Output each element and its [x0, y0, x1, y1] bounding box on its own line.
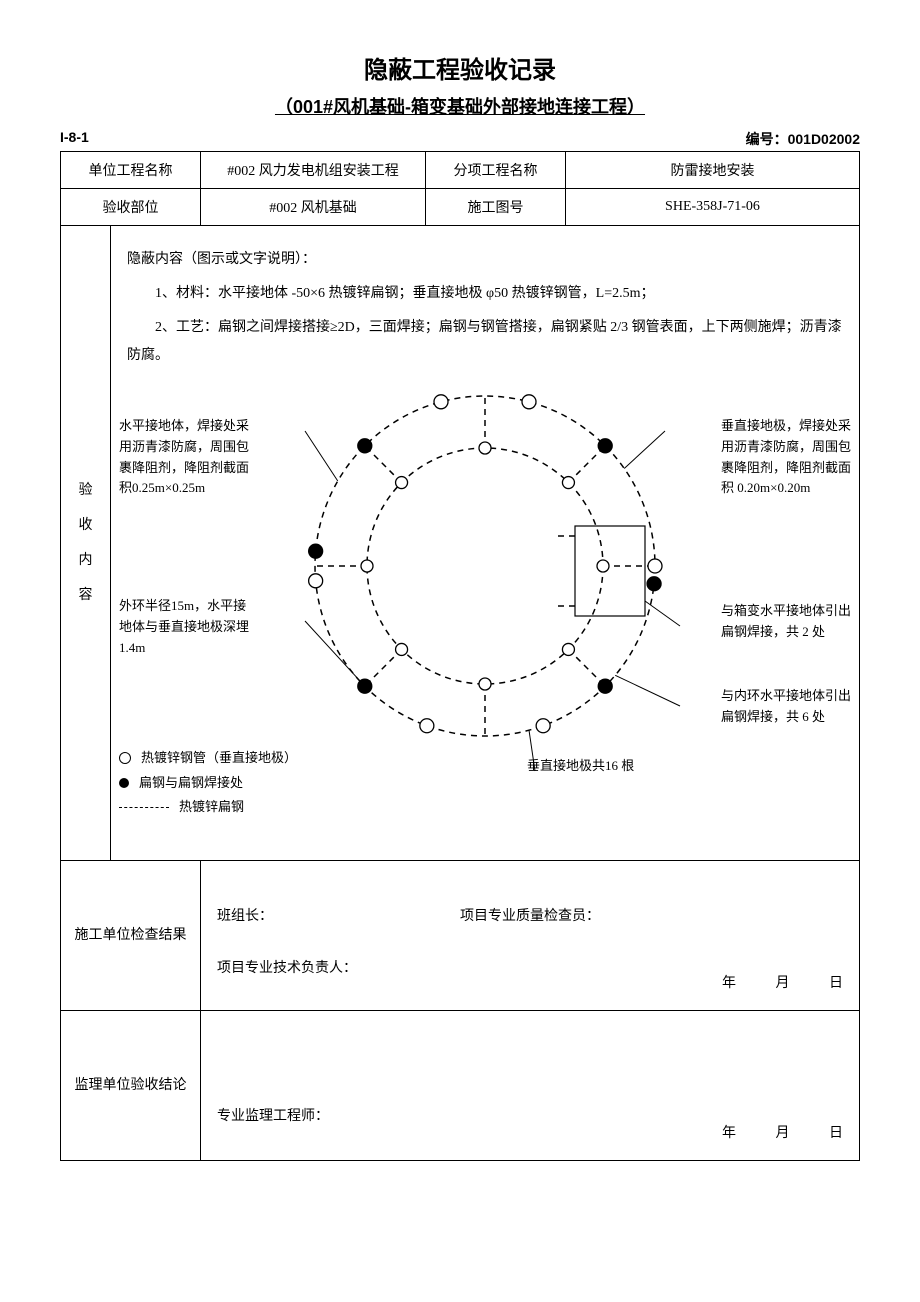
sig1-date: 年 月 日: [686, 970, 843, 998]
note-left-1: 水平接地体，焊接处采用沥青漆防腐，周围包裹降阻剂，降阻剂截面积0.25m×0.2…: [119, 416, 249, 499]
note-right-3: 与内环水平接地体引出扁钢焊接，共 6 处: [721, 686, 851, 728]
header-row-2: 验收部位 #002 风机基础 施工图号 SHE-358J-71-06: [61, 189, 860, 226]
legend-row-1: 热镀锌钢管（垂直接地极）: [119, 746, 297, 771]
legend-1-text: 热镀锌钢管（垂直接地极）: [141, 746, 297, 771]
content-row: 验 收 内 容 隐蔽内容（图示或文字说明）： 1、材料：水平接地体 -50×6 …: [61, 226, 860, 861]
content-p1: 1、材料：水平接地体 -50×6 热镀锌扁钢；垂直接地极 φ50 热镀锌钢管，L…: [127, 280, 843, 308]
sig2-m: 月: [740, 1120, 790, 1148]
content-p2: 2、工艺：扁钢之间焊接搭接≥2D，三面焊接；扁钢与钢管搭接，扁钢紧贴 2/3 钢…: [127, 314, 843, 370]
content-vlabel: 验 收 内 容: [61, 226, 111, 861]
main-table: 单位工程名称 #002 风力发电机组安装工程 分项工程名称 防雷接地安装 验收部…: [60, 151, 860, 1161]
sig1-m: 月: [740, 970, 790, 998]
sig1-d: 日: [793, 970, 843, 998]
note-left-2: 外环半径15m，水平接地体与垂直接地极深埋1.4m: [119, 596, 249, 658]
hdr-r1c3: 分项工程名称: [426, 152, 566, 189]
vlabel-1: 验: [67, 473, 104, 508]
page-title: 隐蔽工程验收记录: [60, 50, 860, 85]
sig2-date: 年 月 日: [686, 1120, 843, 1148]
legend-3-text: 热镀锌扁钢: [179, 795, 244, 820]
hdr-r2c2: #002 风机基础: [201, 189, 426, 226]
page-subtitle: （001#风机基础-箱变基础外部接地连接工程）: [60, 93, 860, 119]
grounding-diagram: [285, 376, 685, 776]
sig1-cell: 班组长： 项目专业质量检查员： 项目专业技术负责人： 年 月 日: [201, 861, 860, 1011]
sig2-y: 年: [686, 1120, 736, 1148]
note-right-1: 垂直接地极，焊接处采用沥青漆防腐，周围包裹降阻剂，降阻剂截面积 0.20m×0.…: [721, 416, 851, 499]
hdr-r2c4: SHE-358J-71-06: [566, 189, 860, 226]
vlabel-2: 收: [67, 508, 104, 543]
legend: 热镀锌钢管（垂直接地极） 扁钢与扁钢焊接处 热镀锌扁钢: [119, 746, 297, 820]
legend-row-2: 扁钢与扁钢焊接处: [119, 771, 297, 796]
hdr-r1c4: 防雷接地安装: [566, 152, 860, 189]
meta-right: 编号：001D02002: [746, 129, 860, 149]
note-right-2: 与箱变水平接地体引出扁钢焊接，共 2 处: [721, 601, 851, 643]
content-cell: 隐蔽内容（图示或文字说明）： 1、材料：水平接地体 -50×6 热镀锌扁钢；垂直…: [111, 226, 860, 861]
meta-left: I-8-1: [60, 129, 89, 149]
diagram-wrap: 水平接地体，焊接处采用沥青漆防腐，周围包裹降阻剂，降阻剂截面积0.25m×0.2…: [127, 376, 843, 846]
sig-row-2: 监理单位验收结论 专业监理工程师： 年 月 日: [61, 1011, 860, 1161]
sig2-label: 监理单位验收结论: [61, 1011, 201, 1161]
sig-row-1: 施工单位检查结果 班组长： 项目专业质量检查员： 项目专业技术负责人： 年 月 …: [61, 861, 860, 1011]
vlabel-3: 内: [67, 543, 104, 578]
hdr-r2c3: 施工图号: [426, 189, 566, 226]
sig2-cell: 专业监理工程师： 年 月 日: [201, 1011, 860, 1161]
filled-dot-icon: [119, 778, 129, 788]
hdr-r1c1: 单位工程名称: [61, 152, 201, 189]
hdr-r1c2: #002 风力发电机组安装工程: [201, 152, 426, 189]
sig1-line1: 班组长： 项目专业质量检查员：: [217, 903, 843, 931]
vlabel-4: 容: [67, 578, 104, 613]
dash-line-icon: [119, 807, 169, 808]
sig2-d: 日: [793, 1120, 843, 1148]
sig1-label: 施工单位检查结果: [61, 861, 201, 1011]
sig1-y: 年: [686, 970, 736, 998]
legend-row-3: 热镀锌扁钢: [119, 795, 297, 820]
sig1-l1a: 班组长：: [217, 909, 273, 924]
open-circle-icon: [119, 752, 131, 764]
subtitle-text: （001#风机基础-箱变基础外部接地连接工程）: [275, 97, 645, 117]
note-bottom: 垂直接地极共16 根: [527, 756, 647, 777]
hdr-r2c1: 验收部位: [61, 189, 201, 226]
header-row-1: 单位工程名称 #002 风力发电机组安装工程 分项工程名称 防雷接地安装: [61, 152, 860, 189]
sig1-l1b: 项目专业质量检查员：: [460, 909, 600, 924]
content-intro: 隐蔽内容（图示或文字说明）：: [127, 246, 843, 274]
legend-2-text: 扁钢与扁钢焊接处: [139, 771, 243, 796]
meta-row: I-8-1 编号：001D02002: [60, 129, 860, 149]
